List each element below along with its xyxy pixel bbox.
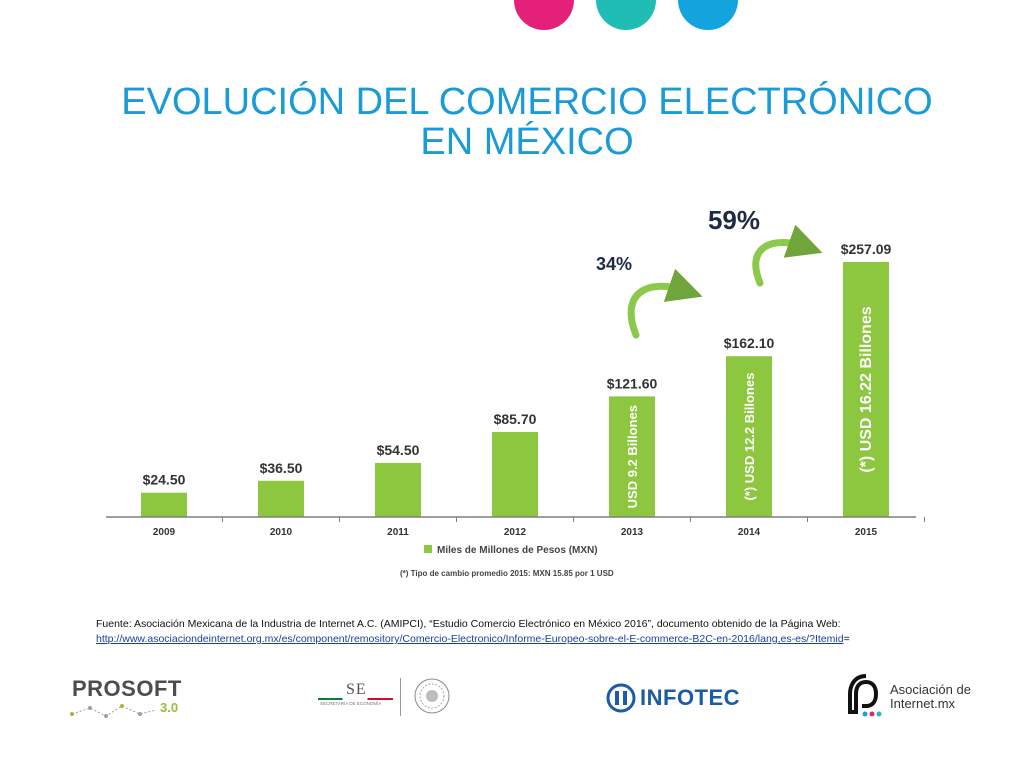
value-label-2015: $257.09 bbox=[841, 241, 892, 257]
se-logo-text: SE bbox=[346, 681, 367, 698]
se-logo: SE SECRETARÍA DE ECONOMÍA bbox=[310, 676, 460, 720]
chart-footnote: (*) Tipo de cambio promedio 2015: MXN 15… bbox=[400, 569, 614, 578]
decor-circle-pink bbox=[514, 0, 574, 30]
growth-label-34: 34% bbox=[596, 254, 632, 274]
bar-2015 bbox=[843, 262, 889, 517]
prosoft-logo-text: PROSOFT bbox=[72, 676, 182, 701]
prosoft-logo-version: 3.0 bbox=[160, 700, 179, 715]
prosoft-network-icon bbox=[70, 704, 157, 718]
x-tick-label-2015: 2015 bbox=[855, 527, 878, 538]
aimx-logo-line1: Asociación de bbox=[890, 682, 971, 697]
page-title: EVOLUCIÓN DEL COMERCIO ELECTRÓNICO EN MÉ… bbox=[121, 81, 933, 163]
value-label-2013: $121.60 bbox=[607, 375, 658, 391]
bar-2013 bbox=[609, 396, 655, 517]
se-divider bbox=[400, 678, 401, 716]
aimx-logo-line2: Internet.mx bbox=[890, 696, 956, 711]
se-flag-stripe bbox=[318, 698, 393, 700]
x-tick-label-2013: 2013 bbox=[621, 527, 644, 538]
prosoft-logo: PROSOFT 3.0 bbox=[70, 676, 200, 724]
legend-label: Miles de Millones de Pesos (MXN) bbox=[437, 545, 598, 556]
growth-label-59: 59% bbox=[708, 205, 760, 235]
bar-2010 bbox=[258, 480, 304, 517]
source-link-suffix: = bbox=[843, 633, 850, 645]
se-logo-subtitle: SECRETARÍA DE ECONOMÍA bbox=[320, 701, 382, 706]
x-tick-label-2012: 2012 bbox=[504, 527, 527, 538]
bar-note-2013: USD 9.2 Billones bbox=[625, 405, 640, 508]
x-tick-label-2011: 2011 bbox=[387, 527, 409, 538]
bar-chart: $24.50 $36.50 $54.50 $85.70 $121.60 USD 9.2 B… bbox=[100, 185, 968, 601]
source-text: Fuente: Asociación Mexicana de la Indust… bbox=[96, 618, 841, 630]
decor-circle-blue bbox=[678, 0, 738, 30]
bar-2009 bbox=[141, 492, 187, 517]
value-label-2011: $54.50 bbox=[377, 442, 420, 458]
infotec-logo-text: INFOTEC bbox=[640, 685, 741, 710]
value-label-2012: $85.70 bbox=[494, 411, 537, 427]
value-label-2010: $36.50 bbox=[260, 460, 303, 476]
growth-arrow-2014 bbox=[627, 268, 703, 339]
mexico-seal-icon bbox=[414, 678, 450, 714]
bar-2012 bbox=[492, 431, 538, 517]
source-citation: Fuente: Asociación Mexicana de la Indust… bbox=[96, 617, 976, 647]
decor-circle-teal bbox=[596, 0, 656, 30]
x-tick-label-2009: 2009 bbox=[153, 527, 176, 538]
infotec-mark-icon bbox=[606, 683, 636, 713]
bar-2014 bbox=[726, 356, 772, 517]
value-label-2014: $162.10 bbox=[724, 335, 775, 351]
x-tick-label-2014: 2014 bbox=[738, 527, 761, 538]
aimx-logo: Asociación de Internet.mx bbox=[846, 672, 986, 720]
growth-arrow-2015 bbox=[752, 224, 823, 287]
infotec-logo: INFOTEC bbox=[606, 680, 740, 716]
source-link[interactable]: http://www.asociaciondeinternet.org.mx/e… bbox=[96, 633, 844, 645]
aimx-mark-icon bbox=[848, 674, 882, 717]
legend-swatch bbox=[424, 545, 432, 553]
bar-2011 bbox=[375, 462, 421, 517]
bar-note-2015: (*) USD 16.22 Billones bbox=[858, 306, 875, 472]
bar-note-2014: (*) USD 12.2 Billones bbox=[742, 373, 757, 501]
x-tick-label-2010: 2010 bbox=[270, 527, 293, 538]
value-label-2009: $24.50 bbox=[143, 472, 186, 488]
